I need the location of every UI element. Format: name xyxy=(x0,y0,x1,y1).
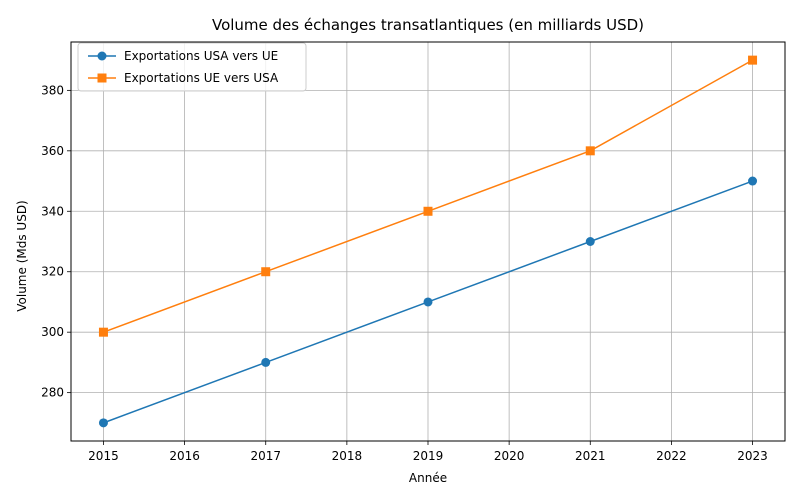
y-tick-label: 360 xyxy=(41,144,64,158)
series-2 xyxy=(98,55,758,337)
data-point xyxy=(98,327,108,337)
x-axis: 2015 2016 2017 2018 2019 2020 2021 2022 2023 xyxy=(88,441,768,463)
data-point xyxy=(585,237,595,246)
y-axis: 280 300 320 340 360 380 xyxy=(41,83,71,400)
x-tick-label: 2022 xyxy=(656,449,687,463)
legend-entry: Exportations UE vers USA xyxy=(88,71,279,85)
legend-marker xyxy=(97,73,107,83)
legend-box xyxy=(77,42,307,92)
x-tick-label: 2020 xyxy=(494,449,525,463)
data-point xyxy=(98,418,108,428)
y-tick-label: 320 xyxy=(41,265,64,279)
data-point xyxy=(423,206,433,216)
legend-marker xyxy=(97,51,107,61)
y-tick-label: 380 xyxy=(41,83,64,97)
data-point xyxy=(423,297,433,307)
y-axis-label: Volume (Mds USD) xyxy=(15,200,29,312)
x-tick-label: 2017 xyxy=(250,449,281,463)
legend-entry: Exportations USA vers UE xyxy=(88,49,278,63)
legend-label: Exportations USA vers UE xyxy=(124,49,278,63)
data-point xyxy=(261,357,271,367)
x-tick-label: 2019 xyxy=(413,449,444,463)
data-point xyxy=(748,55,758,65)
legend: Exportations USA vers UE Exportations UE … xyxy=(77,42,307,92)
y-tick-label: 280 xyxy=(41,386,64,400)
x-axis-label: Année xyxy=(409,471,447,485)
x-tick-label: 2016 xyxy=(169,449,200,463)
series-layer xyxy=(98,55,758,428)
x-tick-label: 2018 xyxy=(332,449,363,463)
series-1 xyxy=(98,176,758,428)
x-tick-label: 2023 xyxy=(737,449,768,463)
data-point xyxy=(585,146,595,156)
x-tick-label: 2021 xyxy=(575,449,606,463)
data-point xyxy=(261,267,271,277)
y-tick-label: 300 xyxy=(41,325,64,339)
chart-title: Volume des échanges transatlantiques (en… xyxy=(212,16,644,34)
legend-label: Exportations UE vers USA xyxy=(124,71,279,85)
x-tick-label: 2015 xyxy=(88,449,119,463)
data-point xyxy=(748,176,758,186)
grid xyxy=(71,42,785,441)
y-tick-label: 340 xyxy=(41,204,64,218)
